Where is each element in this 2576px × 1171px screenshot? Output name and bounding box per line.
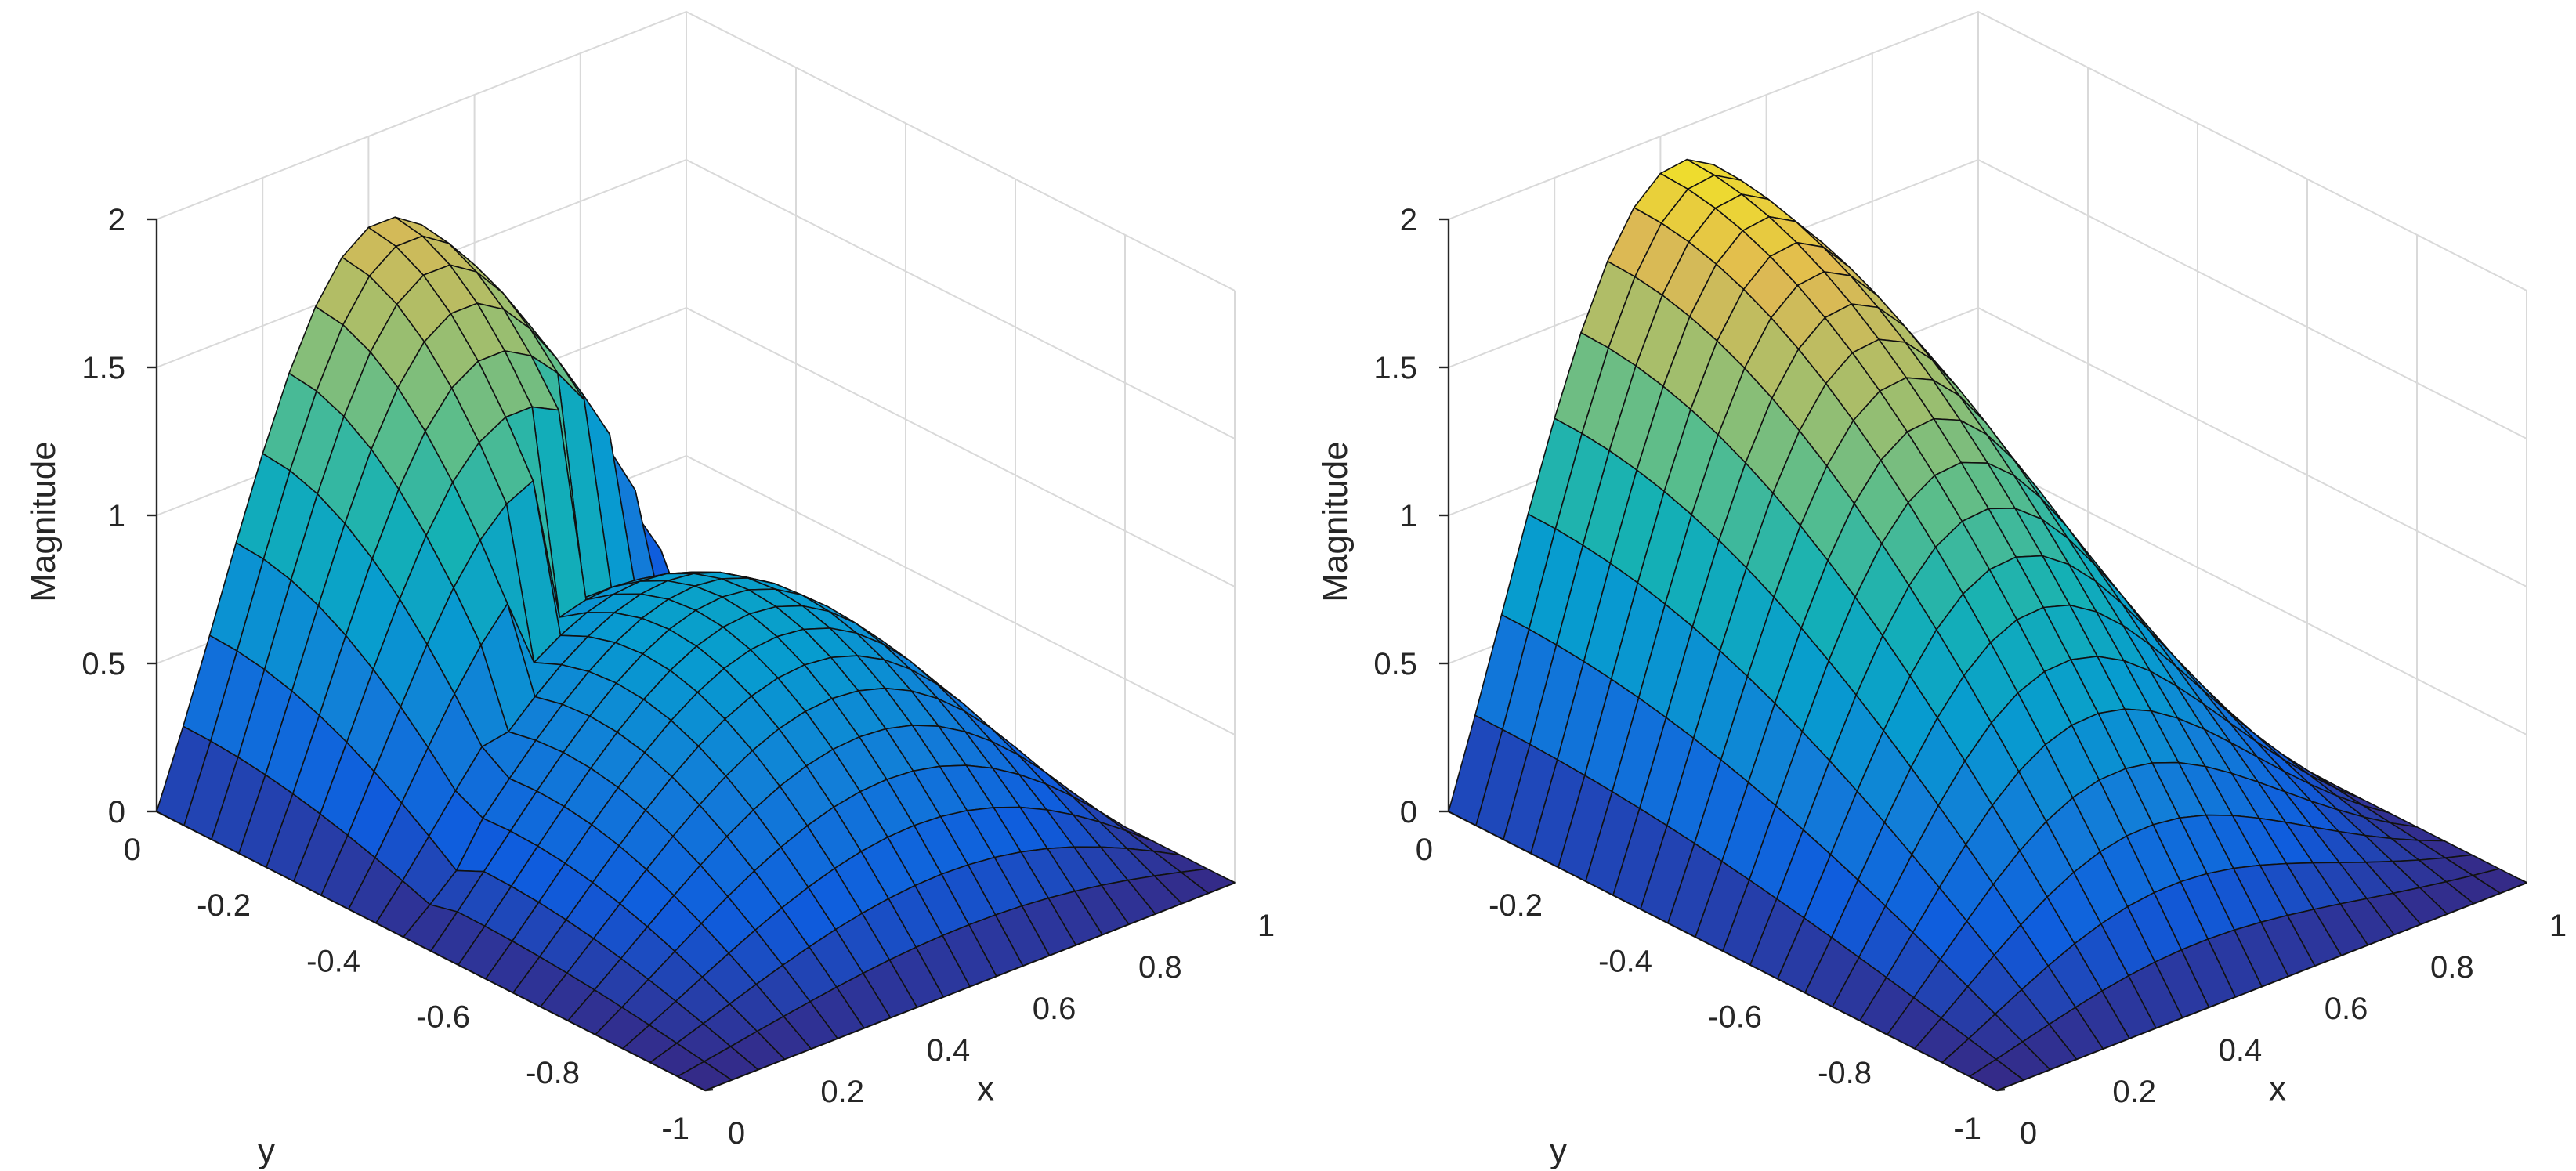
x-tick-label: 0.8 xyxy=(1138,950,1182,985)
y-tick-label: -0.6 xyxy=(1708,1000,1762,1035)
z-axis-label: Magnitude xyxy=(1316,441,1355,602)
x-tick-label: 0.6 xyxy=(2325,992,2368,1026)
x-tick-label: 0 xyxy=(728,1116,745,1151)
z-tick-label: 2 xyxy=(1400,203,1417,237)
x-tick-label: 1 xyxy=(1257,909,1275,943)
y-tick-label: -1 xyxy=(1953,1111,1981,1146)
z-tick-label: 0.5 xyxy=(81,647,125,681)
z-tick-label: 1 xyxy=(1400,499,1417,533)
z-tick-label: 1.5 xyxy=(1373,351,1417,385)
x-tick-label: 0.8 xyxy=(2430,950,2474,985)
x-tick-label: 0.6 xyxy=(1033,992,1076,1026)
z-tick-label: 1.5 xyxy=(81,351,125,385)
y-tick-label: -0.4 xyxy=(306,944,360,978)
y-tick-label: 0 xyxy=(1416,833,1433,867)
y-tick-label: -0.4 xyxy=(1598,944,1652,978)
x-tick-label: 0.2 xyxy=(820,1075,864,1109)
x-tick-label: 0.2 xyxy=(2112,1075,2156,1109)
labels-layer: Magnitude x y 0 0.5 1 1.5 2 0 -0.2 -0.4 -0.6 -0.8… xyxy=(1316,203,2567,1170)
y-tick-label: -0.8 xyxy=(1818,1056,1872,1090)
surface-plot-right: Magnitude x y 0 0.5 1 1.5 2 0 -0.2 -0.4 -0.6 -0.8… xyxy=(1316,10,2567,1170)
surface-patch xyxy=(677,1061,733,1091)
x-tick-label: 0.4 xyxy=(2219,1033,2263,1068)
grid-line xyxy=(1448,10,2527,291)
surface-patch xyxy=(1969,1058,2024,1091)
y-axis-label: y xyxy=(1550,1132,1567,1170)
z-tick-label: 1 xyxy=(108,499,125,533)
y-tick-label: 0 xyxy=(124,833,141,867)
z-tick-label: 2 xyxy=(108,203,125,237)
x-tick-label: 0 xyxy=(2020,1116,2037,1151)
z-tick-label: 0.5 xyxy=(1373,647,1417,681)
surface-layer xyxy=(156,216,1236,1091)
x-axis-label: x xyxy=(2269,1070,2286,1108)
y-tick-label: -0.6 xyxy=(416,1000,470,1035)
y-tick-label: -0.2 xyxy=(197,888,251,923)
z-tick-label: 0 xyxy=(108,795,125,829)
y-tick-label: -0.8 xyxy=(526,1056,580,1090)
z-axis-label: Magnitude xyxy=(24,441,63,602)
y-tick-label: -0.2 xyxy=(1489,888,1543,923)
labels-layer: Magnitude x y 0 0.5 1 1.5 2 0 -0.2 -0.4 -0.6 -0.8… xyxy=(24,203,1275,1170)
x-tick-label: 0.4 xyxy=(927,1033,971,1068)
y-axis-label: y xyxy=(258,1132,275,1170)
z-tick-label: 0 xyxy=(1400,795,1417,829)
grid-line xyxy=(156,10,1236,291)
y-tick-label: -1 xyxy=(661,1111,689,1146)
surface-layer xyxy=(1448,158,2527,1091)
x-axis-label: x xyxy=(977,1070,994,1108)
x-tick-label: 1 xyxy=(2549,909,2567,943)
surface-plot-left: Magnitude x y 0 0.5 1 1.5 2 0 -0.2 -0.4 -0.6 -0.8… xyxy=(24,10,1275,1170)
